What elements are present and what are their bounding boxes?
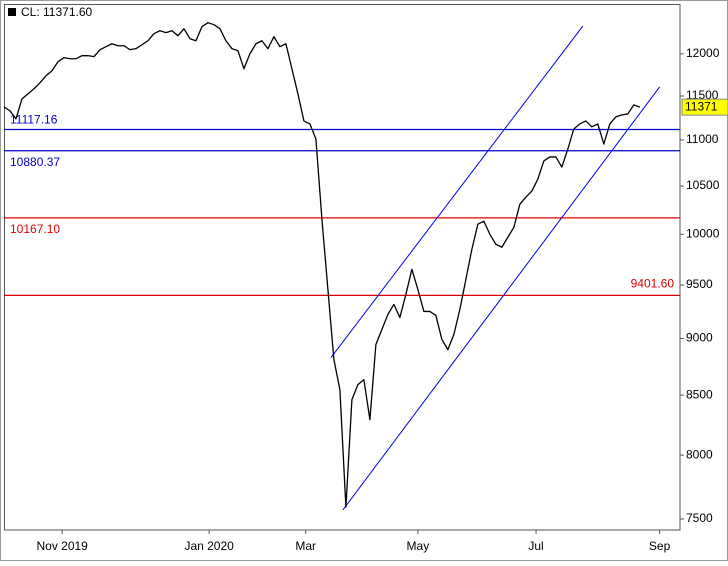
y-tick-label: 9000: [686, 331, 713, 345]
y-tick-label: 8500: [686, 387, 713, 401]
price-tag-label: 11371: [685, 99, 718, 113]
price-tag: [681, 98, 728, 116]
y-tick-label: 7500: [686, 511, 713, 525]
level-label: 10167.10: [10, 222, 60, 236]
level-label: 11117.16: [10, 113, 58, 127]
price-line: [3, 22, 641, 508]
y-tick-label: 10500: [686, 178, 720, 192]
x-tick-label: May: [407, 539, 430, 553]
level-label: 9401.60: [631, 277, 675, 291]
legend-label: CL: 11371.60: [21, 5, 92, 19]
x-tick-label: Mar: [295, 539, 316, 553]
y-tick-label: 8000: [686, 447, 713, 461]
x-tick-label: Jan 2020: [184, 539, 234, 553]
x-tick-label: Sep: [649, 539, 671, 553]
x-tick-label: Jul: [528, 539, 543, 553]
level-label: 10880.37: [10, 155, 60, 169]
trend-line: [330, 25, 584, 358]
plot-border: [4, 4, 681, 531]
x-tick-label: Nov 2019: [36, 539, 88, 553]
y-tick-label: 9500: [686, 277, 713, 291]
y-tick-label: 12000: [686, 46, 720, 60]
legend-swatch: [8, 8, 16, 16]
y-tick-label: 11000: [686, 132, 719, 146]
y-tick-label: 10000: [686, 226, 720, 240]
trend-line: [342, 86, 661, 511]
